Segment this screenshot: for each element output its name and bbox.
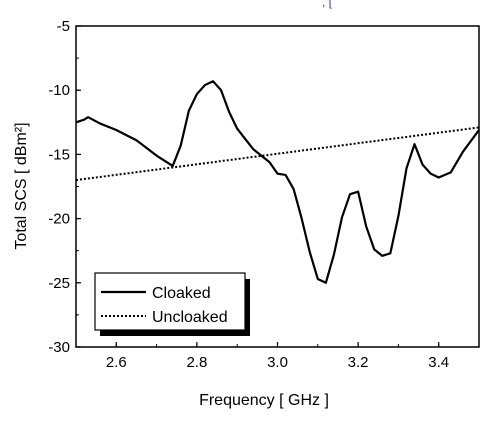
x-tick-label: 3.2 <box>348 354 369 371</box>
y-tick-label: -25 <box>48 275 70 292</box>
x-axis-ticks: 2.6 2.8 3.0 3.2 3.4 <box>75 342 480 371</box>
y-tick-label: -20 <box>48 211 70 228</box>
svg-text:, [: , [ <box>322 0 333 9</box>
top-artifact: , [ <box>322 0 333 9</box>
x-axis-title: Frequency [ GHz ] <box>199 392 329 409</box>
legend: Cloaked Uncloaked <box>94 272 250 336</box>
x-tick-label: 2.6 <box>106 354 127 371</box>
y-tick-label: -15 <box>48 146 70 163</box>
x-tick-label: 3.0 <box>267 354 288 371</box>
series-layer <box>75 80 480 284</box>
series-line-cloaked <box>75 80 480 284</box>
legend-label-uncloaked: Uncloaked <box>152 309 228 326</box>
y-axis-ticks: -30 -25 -20 -15 -10 -5 <box>48 18 81 356</box>
y-tick-label: -5 <box>57 18 70 35</box>
y-tick-label: -10 <box>48 82 70 99</box>
legend-label-cloaked: Cloaked <box>152 285 211 302</box>
y-tick-label: -30 <box>48 339 70 356</box>
x-tick-label: 3.4 <box>428 354 449 371</box>
y-axis-title: Total SCS [ dBm²] <box>13 122 30 249</box>
x-tick-label: 2.8 <box>186 354 207 371</box>
legend-box <box>94 272 246 331</box>
